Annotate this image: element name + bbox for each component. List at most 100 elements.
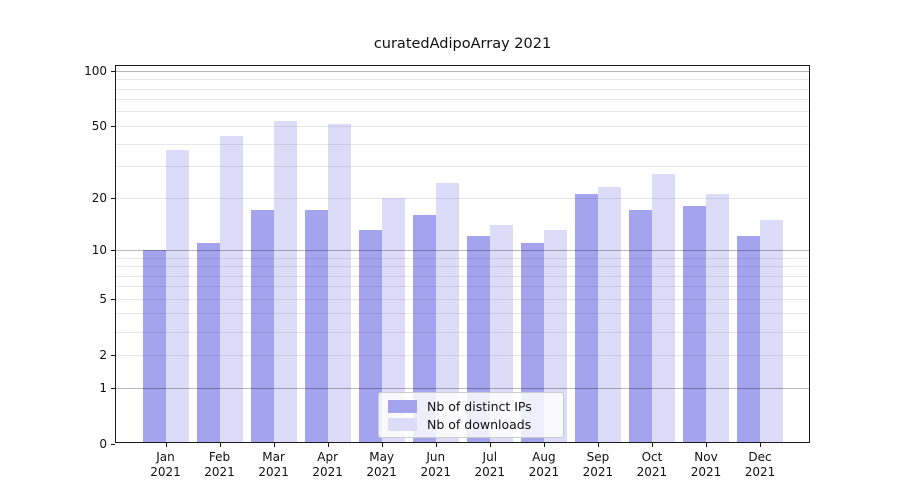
x-axis-tick <box>651 443 653 447</box>
x-axis-tick <box>543 443 545 447</box>
bar-ips-oct <box>628 210 652 444</box>
x-axis-tick-label: Jul 2021 <box>460 450 520 480</box>
legend-row-downloads: Nb of downloads <box>388 416 554 434</box>
x-axis-month: Dec <box>748 450 772 464</box>
y-axis-tick-label: 50 <box>91 118 107 133</box>
bar-downloads-nov <box>706 193 729 444</box>
x-axis-tick-label: Aug 2021 <box>514 450 574 480</box>
x-axis-month: Oct <box>641 450 663 464</box>
x-axis-month: Aug <box>532 450 556 464</box>
x-axis-tick-label: Oct 2021 <box>622 450 682 480</box>
x-axis-tick-label: Dec 2021 <box>730 450 790 480</box>
bar-downloads-jan <box>165 149 189 444</box>
x-axis-year: 2021 <box>636 465 668 479</box>
x-axis-tick <box>381 443 383 447</box>
y-axis-tick-label: 20 <box>91 190 107 205</box>
x-axis-tick <box>165 443 167 447</box>
x-axis-tick <box>489 443 491 447</box>
bar-downloads-dec <box>760 219 784 444</box>
x-axis-tick <box>219 443 221 447</box>
bar-downloads-jun <box>435 183 459 444</box>
bar-downloads-sep <box>597 186 621 444</box>
x-axis-tick <box>706 443 707 447</box>
bar-downloads-may <box>381 197 405 444</box>
x-axis-tick-label: Mar 2021 <box>244 450 304 480</box>
bar-ips-dec <box>737 236 761 444</box>
x-axis-tick <box>435 443 437 447</box>
bar-downloads-jul <box>489 224 513 444</box>
chart-title: curatedAdipoArray 2021 <box>373 36 552 52</box>
x-axis-tick-label: Jun 2021 <box>406 450 466 480</box>
bar-ips-apr <box>304 210 328 444</box>
bar-ips-jan <box>142 249 166 444</box>
x-axis-year: 2021 <box>528 465 560 479</box>
gridline-minor <box>115 286 810 288</box>
legend-row-ips: Nb of distinct IPs <box>388 398 554 416</box>
x-axis-month: Mar <box>262 450 285 464</box>
gridline-minor <box>115 257 810 259</box>
x-axis-month: May <box>369 450 395 464</box>
x-axis-year: 2021 <box>312 465 343 479</box>
x-axis-tick <box>597 443 599 447</box>
legend-swatch-ips <box>388 400 417 414</box>
gridline-major <box>115 249 810 251</box>
x-axis-year: 2021 <box>690 465 722 479</box>
y-axis-tick <box>111 125 115 127</box>
bar-ips-mar <box>250 210 274 444</box>
x-axis-year: 2021 <box>366 465 397 479</box>
legend: Nb of distinct IPs Nb of downloads <box>378 392 564 438</box>
x-axis-tick-label: Jan 2021 <box>136 450 196 480</box>
x-axis-month: Apr <box>317 450 339 464</box>
gridline-minor <box>115 88 810 90</box>
bar-ips-nov <box>683 205 706 444</box>
x-axis-month: Feb <box>208 450 231 464</box>
gridline-minor <box>115 266 810 267</box>
x-axis-tick-label: May 2021 <box>352 450 412 480</box>
x-axis-year: 2021 <box>258 465 289 479</box>
x-axis-year: 2021 <box>744 465 776 479</box>
legend-label-downloads: Nb of downloads <box>427 416 532 432</box>
x-axis-tick <box>760 443 762 447</box>
x-axis-year: 2021 <box>582 465 614 479</box>
bar-ips-jun <box>412 214 436 444</box>
x-axis-tick-label: Apr 2021 <box>298 450 358 480</box>
gridline-minor <box>115 298 810 300</box>
x-axis-tick-label: Feb 2021 <box>190 450 250 480</box>
x-axis-month: Jul <box>482 450 498 464</box>
gridline-major <box>115 387 810 389</box>
y-axis-tick-label: 1 <box>99 380 107 395</box>
y-axis-tick <box>111 249 115 251</box>
x-axis-tick-label: Nov 2021 <box>676 450 736 480</box>
bar-downloads-mar <box>273 121 297 444</box>
bar-downloads-apr <box>327 124 351 444</box>
legend-label-ips: Nb of distinct IPs <box>427 399 532 415</box>
gridline-minor <box>115 99 810 101</box>
x-axis-month: Sep <box>586 450 610 464</box>
y-axis-tick <box>111 387 115 389</box>
x-axis-tick-label: Sep 2021 <box>568 450 628 480</box>
gridline-minor <box>115 111 810 113</box>
x-axis-month: Nov <box>694 450 718 464</box>
gridline-minor <box>115 331 810 333</box>
legend-swatch-downloads <box>388 417 417 431</box>
x-axis-tick <box>327 443 329 447</box>
x-axis-month: Jun <box>426 450 446 464</box>
y-axis-tick <box>111 70 115 72</box>
gridline-minor <box>115 313 810 315</box>
bar-downloads-aug <box>543 230 567 444</box>
y-axis-tick <box>111 443 115 445</box>
gridline-minor <box>115 166 810 168</box>
x-axis-year: 2021 <box>474 465 506 479</box>
gridline-minor <box>115 197 810 199</box>
bar-ips-may <box>358 230 382 444</box>
x-axis-year: 2021 <box>150 465 181 479</box>
gridline-minor <box>115 275 810 277</box>
gridline-minor <box>115 125 810 127</box>
x-axis-tick <box>273 443 275 447</box>
bar-downloads-oct <box>651 174 675 444</box>
y-axis-tick <box>111 298 115 300</box>
gridline-major <box>115 70 810 72</box>
bar-downloads-feb <box>219 136 243 444</box>
x-axis-year: 2021 <box>204 465 235 479</box>
